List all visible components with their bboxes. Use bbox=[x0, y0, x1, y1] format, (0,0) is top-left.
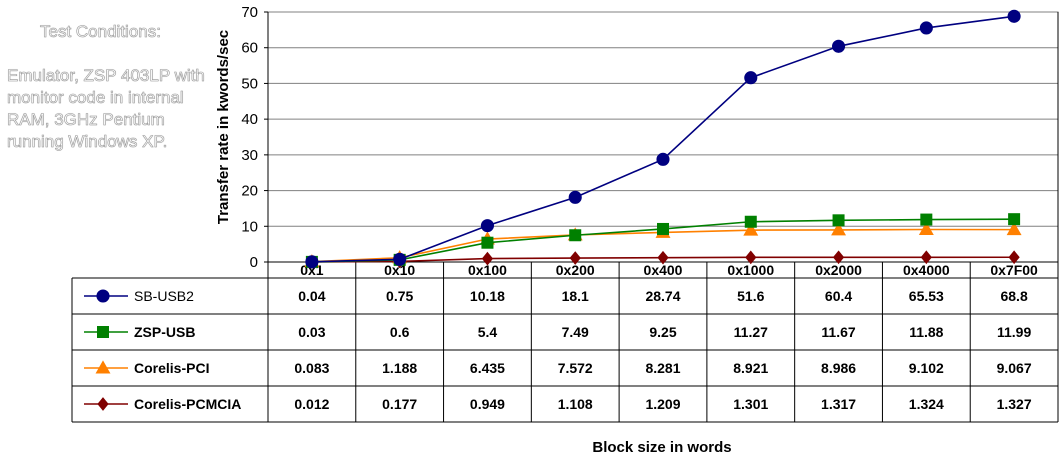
table-value-cell: 6.435 bbox=[470, 360, 505, 376]
table-value-cell: 1.324 bbox=[909, 396, 944, 412]
table-value-cell: 0.083 bbox=[294, 360, 329, 376]
x-tick-label: 0x2000 bbox=[815, 262, 862, 278]
data-point bbox=[481, 236, 494, 249]
table-value-cell: 11.88 bbox=[909, 324, 943, 340]
legend-label: Corelis-PCI bbox=[134, 360, 209, 376]
data-point bbox=[1006, 222, 1022, 236]
test-conditions-text: Emulator, ZSP 403LP with monitor code in… bbox=[7, 66, 205, 152]
x-tick-label: 0x100 bbox=[468, 262, 507, 278]
data-point bbox=[657, 250, 669, 265]
data-point bbox=[656, 152, 670, 166]
x-tick-label: 0x10 bbox=[384, 262, 415, 278]
data-point bbox=[832, 250, 845, 265]
y-tick-label: 40 bbox=[241, 111, 258, 128]
table-value-cell: 1.317 bbox=[821, 396, 856, 412]
table-value-cell: 0.75 bbox=[386, 288, 413, 304]
table-value-cell: 51.6 bbox=[737, 288, 764, 304]
table-value-cell: 18.1 bbox=[562, 288, 589, 304]
legend-marker bbox=[97, 397, 109, 411]
y-tick-label: 50 bbox=[241, 75, 258, 92]
data-point bbox=[305, 255, 319, 269]
data-point bbox=[831, 222, 847, 236]
table-value-cell: 7.49 bbox=[562, 324, 589, 340]
data-point bbox=[480, 219, 494, 233]
data-point bbox=[568, 190, 582, 204]
table-value-cell: 0.177 bbox=[382, 396, 417, 412]
table-value-cell: 0.012 bbox=[294, 396, 329, 412]
table-value-cell: 8.921 bbox=[733, 360, 768, 376]
table-value-cell: 0.6 bbox=[390, 324, 410, 340]
data-point bbox=[745, 250, 757, 265]
data-point bbox=[918, 221, 934, 235]
table-value-cell: 11.27 bbox=[734, 324, 768, 340]
table-value-cell: 10.18 bbox=[470, 288, 505, 304]
data-point bbox=[832, 39, 846, 53]
test-conditions-title: Test Conditions: bbox=[40, 22, 162, 42]
legend-marker bbox=[95, 360, 111, 374]
data-point bbox=[743, 222, 759, 236]
table-value-cell: 28.74 bbox=[645, 288, 680, 304]
y-tick-label: 30 bbox=[241, 147, 258, 164]
data-point bbox=[569, 229, 582, 242]
x-axis-title: Block size in words bbox=[592, 439, 731, 456]
data-point bbox=[481, 251, 494, 266]
data-point bbox=[744, 71, 758, 85]
data-point bbox=[1008, 213, 1021, 226]
y-tick-label: 70 bbox=[241, 4, 258, 21]
table-value-cell: 11.99 bbox=[997, 324, 1031, 340]
y-tick-label: 60 bbox=[241, 40, 258, 57]
data-point bbox=[919, 21, 933, 35]
legend-marker bbox=[97, 326, 109, 338]
table-value-cell: 1.301 bbox=[733, 396, 768, 412]
table-value-cell: 0.949 bbox=[470, 396, 505, 412]
table-value-cell: 11.67 bbox=[821, 324, 855, 340]
data-point bbox=[657, 222, 669, 235]
table-value-cell: 0.04 bbox=[298, 288, 325, 304]
y-tick-label: 10 bbox=[241, 218, 258, 235]
data-point bbox=[569, 251, 581, 265]
table-value-cell: 7.572 bbox=[558, 360, 593, 376]
table-value-cell: 65.53 bbox=[909, 288, 944, 304]
legend-marker bbox=[96, 289, 110, 303]
table-value-cell: 8.986 bbox=[821, 360, 856, 376]
y-tick-label: 20 bbox=[241, 183, 258, 200]
data-point bbox=[1007, 9, 1021, 23]
data-point bbox=[920, 250, 932, 265]
table-value-cell: 68.8 bbox=[1000, 288, 1027, 304]
legend-label: SB-USB2 bbox=[134, 288, 194, 304]
table-value-cell: 0.03 bbox=[298, 324, 325, 340]
table-value-cell: 1.327 bbox=[997, 396, 1032, 412]
x-tick-label: 0x200 bbox=[556, 262, 595, 278]
data-point bbox=[1008, 250, 1020, 265]
x-tick-label: 0x400 bbox=[644, 262, 683, 278]
table-value-cell: 9.067 bbox=[997, 360, 1032, 376]
x-tick-label: 0x1000 bbox=[727, 262, 774, 278]
data-point bbox=[920, 213, 933, 226]
legend-label: ZSP-USB bbox=[134, 324, 195, 340]
data-point bbox=[744, 215, 757, 228]
table-value-cell: 1.188 bbox=[382, 360, 417, 376]
table-value-cell: 60.4 bbox=[825, 288, 852, 304]
x-tick-label: 0x7F00 bbox=[990, 262, 1038, 278]
table-value-cell: 5.4 bbox=[478, 324, 498, 340]
legend-label: Corelis-PCMCIA bbox=[134, 396, 241, 412]
table-value-cell: 1.209 bbox=[645, 396, 680, 412]
table-value-cell: 9.25 bbox=[649, 324, 676, 340]
table-value-cell: 9.102 bbox=[909, 360, 944, 376]
y-tick-label: 0 bbox=[250, 254, 258, 271]
data-point bbox=[832, 214, 845, 227]
y-axis-title: Transfer rate in kwords/sec bbox=[215, 30, 232, 224]
table-value-cell: 8.281 bbox=[645, 360, 680, 376]
table-value-cell: 1.108 bbox=[558, 396, 593, 412]
data-point bbox=[393, 252, 407, 266]
x-tick-label: 0x4000 bbox=[903, 262, 950, 278]
